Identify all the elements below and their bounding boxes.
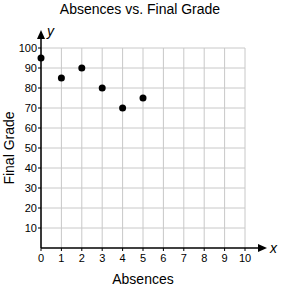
y-grid-line xyxy=(41,148,245,149)
y-tick-label: 80 xyxy=(25,82,37,94)
y-arrow xyxy=(37,30,45,39)
y-tick xyxy=(38,128,41,129)
y-tick xyxy=(38,48,41,49)
x-tick-label: 2 xyxy=(79,252,85,264)
y-tick-label: 100 xyxy=(19,42,37,54)
y-tick-label: 20 xyxy=(25,202,37,214)
y-tick xyxy=(38,188,41,189)
chart: Absences vs. Final Grade x y 0 1 2 3 4 5 6 7 8 9 10 10… xyxy=(0,0,281,289)
y-symbol: y xyxy=(46,23,55,39)
y-grid-line xyxy=(41,48,245,49)
x-tick xyxy=(224,248,225,251)
x-tick xyxy=(102,248,103,251)
x-tick-label: 0 xyxy=(38,252,44,264)
point xyxy=(119,105,126,112)
y-tick xyxy=(38,148,41,149)
x-symbol: x xyxy=(269,240,278,256)
x-axis-label: Absences xyxy=(112,271,173,287)
axes xyxy=(37,30,267,252)
x-tick xyxy=(143,248,144,251)
y-tick-label: 70 xyxy=(25,102,37,114)
y-tick xyxy=(38,88,41,89)
x-tick xyxy=(163,248,164,251)
grid xyxy=(41,48,245,248)
y-tick xyxy=(38,68,41,69)
y-tick-label: 40 xyxy=(25,162,37,174)
y-grid-line xyxy=(41,168,245,169)
point xyxy=(58,75,65,82)
y-tick-label: 30 xyxy=(25,182,37,194)
x-tick-label: 3 xyxy=(99,252,105,264)
x-tick-label: 9 xyxy=(222,252,228,264)
title: Absences vs. Final Grade xyxy=(60,1,221,17)
y-grid-line xyxy=(41,188,245,189)
x-tick-label: 4 xyxy=(120,252,126,264)
x-axis xyxy=(41,247,263,249)
x-tick xyxy=(245,248,246,251)
y-tick xyxy=(38,208,41,209)
x-tick-label: 5 xyxy=(140,252,146,264)
point xyxy=(99,85,106,92)
x-tick xyxy=(61,248,62,251)
y-tick-label: 60 xyxy=(25,122,37,134)
y-grid-line xyxy=(41,128,245,129)
x-arrow xyxy=(258,244,267,252)
x-tick-label: 6 xyxy=(160,252,166,264)
x-tick-label: 10 xyxy=(239,252,251,264)
y-axis xyxy=(40,34,42,248)
x-tick xyxy=(204,248,205,251)
y-axis-label: Final Grade xyxy=(1,111,17,184)
x-tick-label: 8 xyxy=(201,252,207,264)
y-grid-line xyxy=(41,88,245,89)
y-grid-line xyxy=(41,68,245,69)
y-tick xyxy=(38,168,41,169)
x-tick xyxy=(183,248,184,251)
y-grid-line xyxy=(41,228,245,229)
y-tick xyxy=(38,228,41,229)
x-tick-label: 7 xyxy=(181,252,187,264)
x-tick xyxy=(81,248,82,251)
y-grid-line xyxy=(41,108,245,109)
point xyxy=(78,65,85,72)
y-grid-line xyxy=(41,208,245,209)
y-tick-label: 90 xyxy=(25,62,37,74)
point xyxy=(38,55,45,62)
points xyxy=(38,55,147,112)
y-tick-label: 50 xyxy=(25,142,37,154)
point xyxy=(140,95,147,102)
y-tick-label: 10 xyxy=(25,222,37,234)
y-tick xyxy=(38,108,41,109)
x-tick-label: 1 xyxy=(58,252,64,264)
x-tick xyxy=(122,248,123,251)
x-tick xyxy=(41,248,42,251)
